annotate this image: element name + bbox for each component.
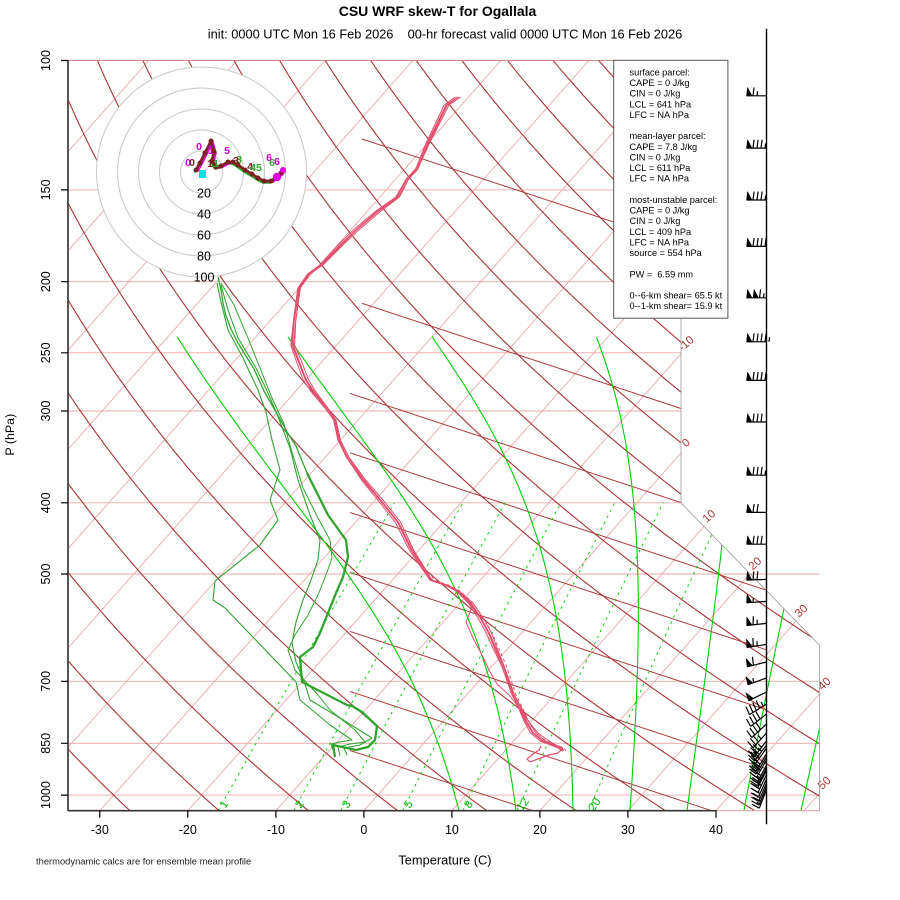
- svg-text:1: 1: [207, 158, 213, 170]
- svg-text:CIN = 0 J/kg: CIN = 0 J/kg: [630, 216, 681, 226]
- svg-text:300: 300: [39, 401, 53, 422]
- svg-text:-10: -10: [267, 823, 285, 837]
- svg-text:0--1-km shear= 15.9 kt: 0--1-km shear= 15.9 kt: [630, 301, 723, 311]
- svg-text:5: 5: [224, 145, 230, 157]
- svg-text:CAPE = 0 J/kg: CAPE = 0 J/kg: [630, 206, 690, 216]
- svg-text:60: 60: [197, 229, 211, 243]
- svg-text:source = 554 hPa: source = 554 hPa: [630, 248, 703, 258]
- svg-text:40: 40: [709, 823, 723, 837]
- svg-text:CIN = 0 J/kg: CIN = 0 J/kg: [630, 153, 681, 163]
- svg-text:surface parcel:: surface parcel:: [630, 68, 690, 78]
- svg-text:LFC = NA hPa: LFC = NA hPa: [630, 237, 690, 247]
- svg-text:LFC = NA hPa: LFC = NA hPa: [630, 174, 690, 184]
- svg-text:6: 6: [274, 156, 280, 168]
- svg-text:150: 150: [39, 179, 53, 200]
- svg-text:LCL = 611 hPa: LCL = 611 hPa: [630, 163, 692, 173]
- svg-text:0: 0: [185, 157, 191, 169]
- svg-text:0: 0: [189, 157, 195, 169]
- svg-text:500: 500: [39, 564, 53, 585]
- svg-text:1: 1: [213, 158, 219, 170]
- svg-text:Temperature (C): Temperature (C): [398, 853, 491, 868]
- svg-text:CSU WRF skew-T for Ogallala: CSU WRF skew-T for Ogallala: [339, 3, 537, 19]
- svg-text:4: 4: [247, 161, 253, 173]
- svg-text:400: 400: [39, 492, 53, 513]
- svg-text:LCL = 641 hPa: LCL = 641 hPa: [630, 99, 692, 109]
- svg-text:mean-layer parcel:: mean-layer parcel:: [630, 131, 706, 141]
- svg-text:700: 700: [39, 671, 53, 692]
- svg-text:LFC = NA hPa: LFC = NA hPa: [630, 110, 690, 120]
- svg-text:-20: -20: [179, 823, 197, 837]
- svg-text:3: 3: [233, 155, 239, 167]
- svg-text:1000: 1000: [39, 781, 53, 809]
- svg-text:1: 1: [208, 145, 214, 157]
- svg-text:20: 20: [197, 187, 211, 201]
- svg-text:850: 850: [39, 733, 53, 754]
- svg-text:most-unstable parcel:: most-unstable parcel:: [630, 195, 718, 205]
- svg-text:30: 30: [621, 823, 635, 837]
- svg-text:80: 80: [197, 250, 211, 264]
- svg-text:CAPE = 7.8 J/kg: CAPE = 7.8 J/kg: [630, 142, 698, 152]
- svg-text:CIN = 0 J/kg: CIN = 0 J/kg: [630, 89, 681, 99]
- svg-text:3: 3: [236, 154, 242, 166]
- svg-text:45: 45: [250, 162, 262, 174]
- svg-text:PW = 6.59 mm: PW = 6.59 mm: [630, 269, 694, 279]
- svg-text:6: 6: [266, 152, 272, 164]
- svg-text:0: 0: [360, 823, 367, 837]
- svg-text:0: 0: [196, 141, 202, 153]
- svg-text:250: 250: [39, 342, 53, 363]
- svg-text:P (hPa): P (hPa): [3, 414, 17, 456]
- svg-text:CAPE = 0 J/kg: CAPE = 0 J/kg: [630, 78, 690, 88]
- svg-text:20: 20: [533, 823, 547, 837]
- svg-text:6: 6: [269, 157, 275, 169]
- svg-text:40: 40: [197, 208, 211, 222]
- svg-text:init: 0000 UTC Mon 16 Feb 2026: init: 0000 UTC Mon 16 Feb 2026 00-hr for…: [208, 27, 682, 42]
- svg-text:200: 200: [39, 271, 53, 292]
- svg-text:thermodynamic calcs are for en: thermodynamic calcs are for ensemble mea…: [36, 856, 251, 867]
- svg-text:LCL = 409 hPa: LCL = 409 hPa: [630, 227, 692, 237]
- svg-text:10: 10: [445, 823, 459, 837]
- svg-text:100: 100: [194, 271, 215, 285]
- svg-text:0--6-km shear= 65.5 kt: 0--6-km shear= 65.5 kt: [630, 291, 723, 301]
- svg-text:-30: -30: [91, 823, 109, 837]
- svg-text:100: 100: [39, 50, 53, 71]
